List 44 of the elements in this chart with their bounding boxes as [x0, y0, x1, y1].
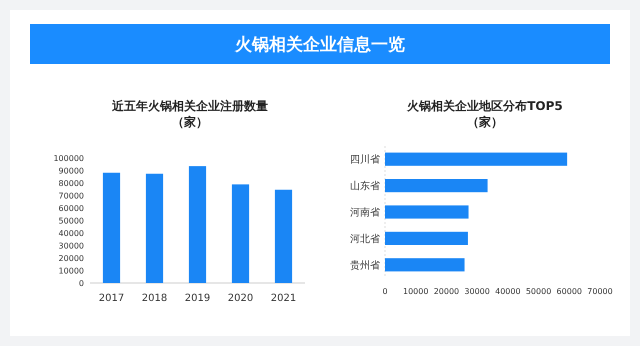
- y-tick-label: 60000: [58, 204, 84, 213]
- x-tick-label: 30000: [464, 287, 490, 296]
- bar: [102, 172, 120, 283]
- bar: [274, 190, 292, 283]
- y-tick-label: 70000: [58, 192, 84, 200]
- y-tick-label: 90000: [58, 166, 84, 176]
- chart-subtitle: （家）: [467, 115, 503, 129]
- x-tick-label: 50000: [526, 287, 552, 296]
- text: 火锅相关企业信息一览: [235, 35, 405, 55]
- x-tick-label: 2017: [98, 293, 124, 304]
- y-tick-label: 10000: [58, 266, 84, 276]
- x-tick-label: 0: [382, 287, 388, 296]
- chart-title: 近五年火锅相关企业注册数量: [111, 99, 268, 113]
- bar: [385, 179, 488, 192]
- x-tick-label: 2019: [184, 293, 210, 304]
- y-tick-label: 30000: [58, 242, 84, 250]
- y-tick-label: 50000: [58, 216, 84, 226]
- y-tick-label: 贵州省: [350, 259, 380, 272]
- x-tick-label: 2021: [270, 293, 296, 304]
- y-tick-label: 80000: [58, 179, 84, 188]
- y-tick-label: 100000: [53, 154, 84, 163]
- chart-title: 火锅相关企业地区分布TOP5: [406, 99, 563, 113]
- bar: [188, 166, 206, 283]
- y-tick-label: 40000: [58, 229, 84, 238]
- bar: [385, 205, 469, 219]
- chart-subtitle: （家）: [172, 115, 208, 129]
- y-tick-label: 河南省: [350, 206, 380, 218]
- bar: [385, 152, 568, 166]
- bar: [385, 232, 468, 245]
- y-tick-label: 20000: [58, 254, 84, 263]
- x-tick-label: 2018: [142, 293, 168, 304]
- y-tick-label: 四川省: [350, 154, 380, 166]
- x-tick-label: 10000: [402, 287, 428, 296]
- x-tick-label: 60000: [556, 287, 582, 296]
- x-tick-label: 2020: [228, 293, 254, 304]
- y-tick-label: 河北省: [350, 232, 380, 245]
- y-tick-label: 0: [78, 279, 84, 288]
- x-tick-label: 70000: [587, 287, 613, 296]
- x-tick-label: 40000: [495, 287, 521, 296]
- bar: [146, 174, 164, 283]
- y-tick-label: 山东省: [350, 180, 380, 192]
- x-tick-label: 20000: [434, 287, 460, 296]
- bar: [232, 184, 250, 283]
- bar: [385, 258, 465, 272]
